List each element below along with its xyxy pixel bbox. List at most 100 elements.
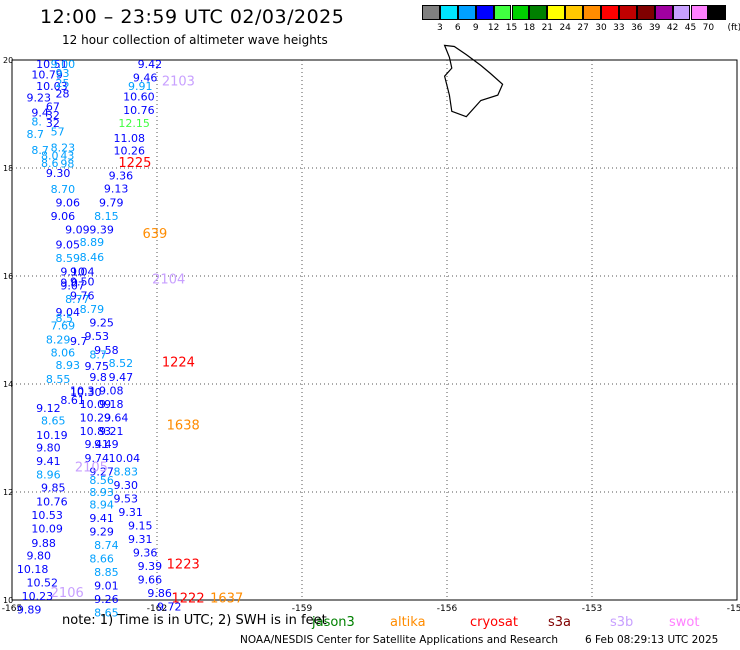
wave-height-value: 9.30 [46,167,70,180]
wave-height-value: 8.56 [89,474,114,487]
legend-label: 33 [613,23,625,33]
wave-height-value: 8.7 [89,348,107,361]
y-tick-label: 18 [3,164,13,173]
wave-height-value: 8.65 [41,415,66,428]
wave-height-value: 9.41 [89,512,114,525]
x-tick-label: -156 [437,604,458,614]
wave-height-value: 9.80 [27,550,52,563]
wave-height-value: 9.06 [51,210,76,223]
wave-height-value: 9.72 [157,600,182,613]
wave-height-value: 8.52 [109,357,133,370]
track-id-label: 1224 [162,355,195,370]
wave-height-value: 8.6 [41,157,59,170]
wave-height-value: 9.29 [89,525,114,538]
track-id-label: 2105 [75,461,108,476]
legend-swatch [475,5,494,20]
satellite-legend-altika: altika [390,615,426,630]
wave-height-value: 10.26 [114,145,146,158]
wave-height-value: 67 [46,100,60,113]
wave-height-value: 9.89 [17,604,42,617]
wave-height-value: 9.18 [99,398,124,411]
wave-height-value: 8.0 [41,150,59,163]
wave-height-value: 9.26 [94,593,119,606]
wave-height-value: 9.80 [36,442,61,455]
wave-height-value: 9.15 [128,519,153,532]
wave-height-value: 10.83 [80,425,112,438]
wave-height-value: 8.23 [51,141,76,154]
legend-swatch [565,5,584,20]
wave-height-value: 10.79 [31,69,63,82]
legend-label: 12 [487,23,500,33]
track-id-label: 639 [143,227,168,242]
wave-height-value: 8.94 [89,498,114,511]
legend-swatch [422,5,440,20]
satellite-legend-swot: swot [669,615,699,630]
footer-credit: NOAA/NESDIS Center for Satellite Applica… [240,634,558,646]
wave-height-value: 43 [60,150,74,163]
wave-height-value: 9.85 [41,482,66,495]
wave-height-value: 8.93 [89,486,114,499]
legend-unit: (ft) [727,23,740,33]
plot-frame [11,59,738,601]
legend-swatch [690,5,709,20]
wave-height-value: 10.51 [36,58,68,71]
x-tick-label: -153 [582,604,602,614]
x-tick-label: -165 [2,604,22,614]
wave-height-value: 10.52 [27,577,59,590]
wave-height-value: 8.59 [56,252,81,265]
wave-height-value: 10.30 [70,386,102,399]
wave-height-value: 9.50 [70,275,95,288]
legend-swatch [618,5,637,20]
y-tick-label: 14 [3,380,13,389]
legend-swatch [636,5,655,20]
legend-label: 42 [666,23,679,33]
legend-swatch [654,5,673,20]
wave-height-value: 32 [46,109,60,122]
legend-swatch [511,5,530,20]
wave-height-value: 8.15 [94,210,119,223]
x-tick-label: -162 [147,604,167,614]
wave-height-value: 8.46 [80,251,105,264]
wave-height-value: 10.04 [109,452,140,465]
legend-swatch [493,5,512,20]
wave-height-value: 28 [56,87,70,100]
wave-height-value: 8.66 [89,552,114,565]
wave-height-value: 8.79 [80,303,105,316]
wave-height-value: 10.76 [36,496,68,509]
wave-height-value: 9.7 [70,335,88,348]
x-tick-label: -150 [727,604,740,614]
wave-height-value: 9.86 [147,587,172,600]
legend-label: 70 [702,23,715,33]
wave-height-value: 8.65 [94,606,119,619]
wave-height-value: 9.91 [128,80,153,93]
wave-height-value: 10.09 [80,398,112,411]
page-subtitle: 12 hour collection of altimeter wave hei… [62,33,328,47]
wave-height-value: 9.0 [60,276,77,289]
satellite-legend-s3a: s3a [548,615,571,630]
legend-label: 27 [577,23,589,33]
wave-height-value: 9.25 [89,316,114,329]
wave-height-value: 25 [56,77,70,90]
wave-height-value: 10.23 [22,590,53,603]
wave-height-value: 8. [31,116,42,129]
wave-height-value: 9.31 [118,506,143,519]
y-tick-label: 10 [3,596,13,605]
wave-height-value: 9.13 [104,183,129,196]
y-tick-label: 16 [3,272,13,281]
wave-height-value: 9.23 [27,91,52,104]
wave-height-value: 9.08 [99,384,124,397]
wave-height-value: 9.88 [31,537,56,550]
wave-height-value: 9.46 [133,71,158,84]
wave-height-value: 9.42 [138,58,163,71]
wave-height-value: 8.06 [51,347,76,360]
wave-height-value: 9.39 [89,224,114,237]
track-id-label: 2106 [51,586,84,601]
track-id-label: 1223 [167,557,200,572]
wave-height-value: 9.4 [31,106,49,119]
track-id-label: 1222 [172,591,205,606]
page-title: 12:00 – 23:59 UTC 02/03/2025 [40,6,345,28]
satellite-legend-cryosat: cryosat [470,615,518,630]
wave-height-value: 9.27 [89,465,114,478]
wave-height-value: 10.19 [36,429,68,442]
